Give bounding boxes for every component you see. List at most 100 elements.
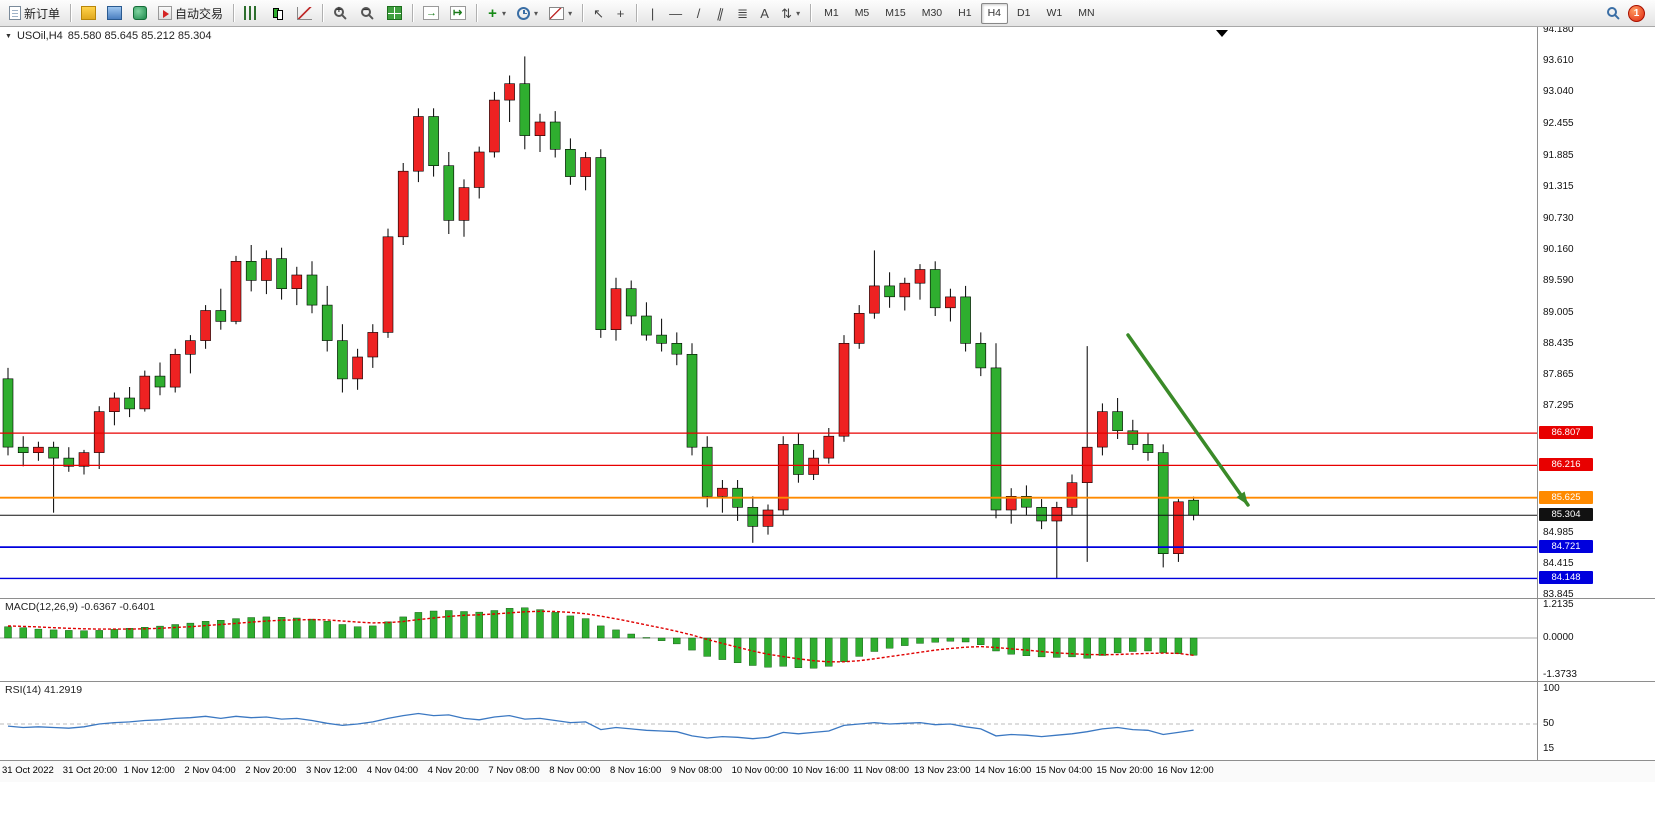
candle — [306, 261, 318, 314]
macd-histogram-bar — [688, 637, 696, 651]
macd-histogram-bar — [931, 637, 939, 643]
time-axis-label: 2 Nov 20:00 — [245, 765, 297, 776]
auto-trading-button[interactable]: 自动交易 — [153, 2, 228, 25]
rsi-chart[interactable] — [0, 682, 1537, 760]
timeframe-button-h1[interactable]: H1 — [951, 3, 978, 24]
timeframe-button-d1[interactable]: D1 — [1010, 3, 1037, 24]
candle — [124, 387, 135, 418]
timeframe-button-mn[interactable]: MN — [1071, 3, 1101, 24]
chart-shift-button[interactable] — [445, 2, 471, 25]
arrows-tool-button[interactable]: ⇅ ▾ — [776, 2, 805, 25]
candlestick-button[interactable] — [265, 2, 291, 25]
macd-histogram-bar — [657, 637, 666, 641]
candle — [63, 447, 75, 472]
macd-axis-label: 1.2135 — [1543, 599, 1574, 611]
macd-histogram-bar — [581, 618, 590, 639]
channel-button[interactable]: ∥ — [710, 2, 731, 25]
candle — [93, 406, 105, 469]
macd-histogram-bar — [505, 608, 514, 639]
time-axis[interactable]: 31 Oct 2022 31 Oct 20:00 1 Nov 12:00 2 Nov … — [0, 760, 1655, 782]
timeframe-button-m5[interactable]: M5 — [848, 3, 877, 24]
candle — [1066, 474, 1078, 516]
macd-histogram-bar — [1129, 637, 1137, 652]
zoom-out-button[interactable] — [355, 2, 381, 25]
trend-arrow[interactable] — [1126, 333, 1250, 507]
templates-dropdown[interactable]: ▾ — [544, 2, 577, 25]
macd-chart[interactable] — [0, 599, 1537, 681]
candle — [990, 343, 1002, 519]
main-chart[interactable] — [0, 27, 1537, 598]
macd-histogram-bar — [232, 618, 240, 639]
candle — [337, 324, 348, 393]
macd-histogram-bar — [277, 617, 286, 639]
time-axis-label: 3 Nov 12:00 — [306, 765, 358, 776]
timeframe-button-m30[interactable]: M30 — [915, 3, 949, 24]
macd-histogram-bar — [1189, 637, 1198, 656]
candle — [1081, 346, 1093, 562]
macd-histogram-bar — [703, 637, 711, 657]
periods-dropdown[interactable]: ▾ — [512, 2, 543, 25]
auto-scroll-button[interactable] — [418, 2, 444, 25]
time-axis-label: 10 Nov 16:00 — [792, 765, 849, 776]
price-tag: 85.625 — [1539, 490, 1593, 504]
zoom-in-icon — [334, 5, 345, 17]
timeframe-button-m1[interactable]: M1 — [817, 3, 846, 24]
macd-histogram-bar — [429, 610, 438, 639]
navigator-button[interactable] — [128, 2, 152, 25]
candle — [1157, 444, 1169, 568]
notification-badge[interactable]: 1 — [1628, 4, 1645, 22]
macd-histogram-bar — [1159, 637, 1167, 654]
horizontal-line-button[interactable]: ― — [664, 2, 687, 25]
bar-chart-icon — [244, 6, 260, 20]
crosshair-button[interactable]: + — [610, 2, 631, 25]
price-axis[interactable]: 94.180 93.610 93.040 92.455 91.885 91.315 90.7… — [1537, 24, 1655, 600]
price-axis-label: 89.590 — [1543, 275, 1574, 287]
candle — [595, 149, 607, 338]
candle — [610, 277, 622, 341]
data-window-button[interactable] — [102, 2, 127, 25]
vertical-line-button[interactable]: | — [642, 2, 663, 25]
timeframe-button-w1[interactable]: W1 — [1039, 3, 1069, 24]
fibonacci-button[interactable]: ≣ — [732, 2, 753, 25]
time-axis-label: 1 Nov 12:00 — [123, 765, 175, 776]
macd-histogram-bar — [293, 617, 301, 639]
indicators-icon: + — [488, 4, 497, 22]
macd-histogram-bar — [19, 627, 27, 639]
time-axis-label: 9 Nov 08:00 — [670, 765, 723, 776]
macd-histogram-bar — [262, 616, 271, 639]
candle — [793, 433, 804, 483]
new-order-button[interactable]: 新订单 — [4, 2, 65, 25]
macd-signal-line — [7, 610, 1194, 663]
candle — [261, 250, 272, 295]
new-order-label: 新订单 — [24, 6, 61, 21]
macd-histogram-bar — [156, 625, 164, 639]
macd-histogram-bar — [110, 629, 119, 639]
timeframe-button-h4[interactable]: H4 — [980, 2, 1009, 24]
candle — [428, 108, 439, 177]
data-window-icon — [107, 6, 123, 20]
timeframe-button-m15[interactable]: M15 — [878, 3, 912, 24]
market-watch-button[interactable] — [76, 2, 101, 25]
zoom-in-button[interactable] — [328, 2, 354, 25]
market-watch-icon — [81, 6, 97, 20]
candle — [17, 436, 29, 467]
time-axis-label: 15 Nov 20:00 — [1096, 765, 1153, 776]
candle — [200, 305, 211, 349]
trendline-button[interactable]: / — [688, 2, 709, 25]
indicators-dropdown[interactable]: + ▾ — [482, 2, 511, 25]
symbol-dropdown-icon[interactable]: ▼ — [5, 32, 12, 40]
search-button[interactable] — [1601, 2, 1627, 25]
line-chart-button[interactable] — [292, 2, 317, 25]
macd-histogram-bar — [414, 612, 423, 639]
cursor-button[interactable]: ↖ — [588, 2, 609, 25]
text-tool-button[interactable]: A — [754, 2, 775, 25]
candle — [884, 272, 895, 308]
macd-histogram-bar — [445, 610, 453, 639]
bar-chart-button[interactable] — [239, 2, 264, 25]
macd-histogram-bar — [551, 612, 559, 639]
tile-windows-button[interactable] — [382, 2, 407, 25]
macd-histogram-bar — [217, 620, 225, 639]
macd-histogram-bar — [642, 637, 651, 639]
macd-histogram-bar — [1007, 637, 1015, 655]
candle — [625, 280, 637, 325]
